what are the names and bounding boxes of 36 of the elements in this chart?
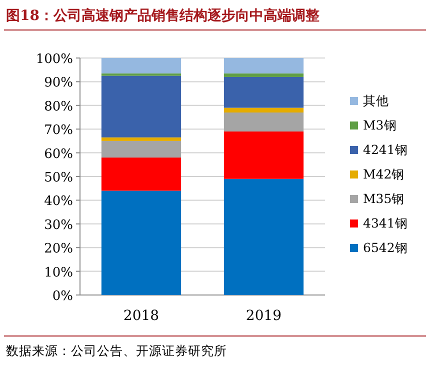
y-tick-label: 90% xyxy=(44,76,73,91)
y-tick-label: 0% xyxy=(52,289,73,304)
y-tick-label: 10% xyxy=(44,265,73,280)
bar xyxy=(224,58,304,74)
x-tick-label: 2019 xyxy=(246,308,282,324)
legend-label: 4241钢 xyxy=(363,142,408,157)
legend-label: 其他 xyxy=(363,93,389,108)
bar xyxy=(101,140,182,158)
bar xyxy=(101,76,182,138)
legend-label: M35钢 xyxy=(363,191,405,206)
bar xyxy=(101,73,182,76)
bar xyxy=(224,108,304,113)
y-tick-label: 40% xyxy=(44,194,73,210)
y-tick-label: 100% xyxy=(36,52,73,67)
y-tick-label: 80% xyxy=(44,99,73,114)
legend-label: 6542钢 xyxy=(363,240,408,255)
x-tick-label: 2018 xyxy=(123,308,160,324)
legend-label: 4341钢 xyxy=(363,216,408,230)
bar xyxy=(224,76,304,108)
legend-label: M3钢 xyxy=(363,118,397,132)
y-tick-label: 70% xyxy=(44,123,73,138)
y-tick-label: 60% xyxy=(44,146,73,162)
bar xyxy=(101,58,182,74)
bar xyxy=(224,131,304,179)
chart-title: 图18：公司高速钢产品销售结构逐步向中高端调整 xyxy=(6,7,320,24)
y-tick-label: 20% xyxy=(44,242,73,257)
bar xyxy=(224,73,304,77)
source-note: 数据来源：公司公告、开源证券研究所 xyxy=(6,343,227,358)
y-tick-label: 30% xyxy=(44,218,73,233)
bar xyxy=(101,158,182,191)
bar xyxy=(101,137,182,141)
bar xyxy=(224,112,304,132)
bar xyxy=(224,178,304,295)
y-tick-label: 50% xyxy=(44,170,73,186)
bar xyxy=(101,190,182,295)
legend-label: M42钢 xyxy=(363,166,405,182)
